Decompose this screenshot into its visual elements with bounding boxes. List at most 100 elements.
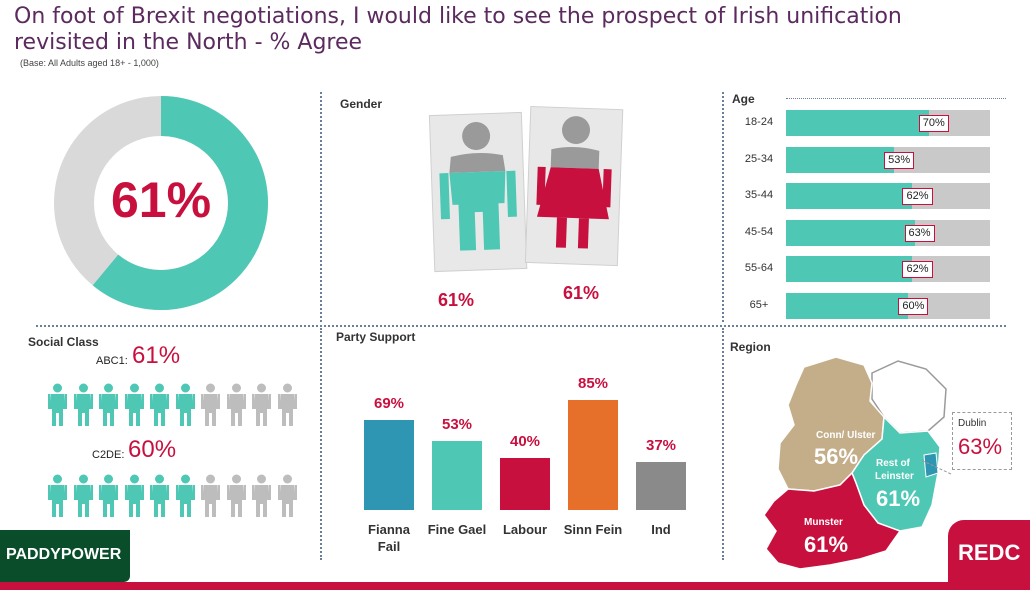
abc1-value: 61% [132, 342, 181, 369]
munster-label: Munster [804, 517, 843, 528]
age-top-line [786, 98, 1006, 99]
c2de-person-icon-6 [201, 474, 220, 518]
c2de-label: C2DE: [92, 449, 125, 461]
divider-v3 [722, 92, 724, 322]
donut-agree-arc [92, 96, 268, 310]
c2de-person-icon-3 [124, 474, 144, 518]
male-figure-icon [439, 122, 517, 251]
party-value-2: 40% [509, 433, 541, 450]
party-bar-2 [500, 458, 550, 510]
gender-female-value: 61% [563, 283, 600, 303]
age-label-5: 65+ [749, 299, 769, 311]
overall-value: 61% [110, 172, 212, 228]
divider-v2 [320, 328, 322, 560]
female-card [524, 105, 624, 267]
party-title: Party Support [336, 330, 416, 344]
paddypower-logo: PADDYPOWER [0, 530, 130, 582]
divider-v4 [722, 328, 724, 560]
abc1-person-icon-9 [277, 383, 297, 427]
abc1-person-icon-1 [73, 383, 93, 427]
c2de-person-icon-8 [252, 474, 271, 518]
social-title: Social Class [28, 335, 99, 349]
leinster-value: 61% [876, 486, 921, 511]
munster-value: 61% [804, 532, 849, 557]
age-bar-3 [786, 219, 915, 246]
conn-ulster-value: 56% [814, 444, 859, 469]
age-label-0: 18-24 [744, 116, 774, 128]
c2de-value: 60% [128, 436, 177, 463]
redc-logo: REDC [948, 520, 1030, 584]
party-bar-1 [432, 441, 482, 510]
paddypower-wordmark: PADDYPOWER [6, 546, 122, 563]
conn-ulster-label: Conn/ Ulster [816, 430, 876, 441]
c2de-person-icon-2 [99, 474, 118, 518]
c2de-person-icon-4 [150, 474, 169, 518]
party-label-1: Fine Gael [427, 522, 487, 537]
party-label-4: Ind [651, 522, 671, 537]
age-value-5: 60% [898, 298, 929, 315]
age-bar-4 [786, 256, 913, 283]
age-bar-1 [786, 146, 895, 173]
age-value-3: 63% [904, 224, 935, 242]
age-bar-track-2: 62% [786, 183, 990, 210]
age-bar-track-1: 53% [786, 146, 990, 173]
abc1-person-icon-5 [175, 383, 195, 427]
c2de-person-icon-5 [175, 474, 195, 518]
party-bar-0 [364, 420, 414, 510]
divider-v1 [320, 92, 322, 322]
ireland-map [763, 356, 947, 570]
female-figure-icon [536, 116, 612, 249]
male-card [428, 111, 528, 273]
dublin-value: 63% [958, 434, 1003, 459]
age-label-3: 45-54 [744, 225, 774, 238]
age-label-1: 25-34 [744, 152, 774, 165]
age-bar-track-0: 70% [786, 110, 990, 136]
page-title: On foot of Brexit negotiations, I would … [14, 4, 902, 55]
party-bar-3 [568, 399, 618, 510]
age-title: Age [732, 92, 755, 106]
abc1-person-icon-3 [124, 383, 144, 427]
party-value-3: 85% [577, 374, 609, 392]
dublin-region [923, 452, 939, 478]
c2de-person-icon-7 [226, 474, 246, 518]
age-bar-2 [786, 183, 913, 210]
age-label-2: 35-44 [744, 189, 774, 202]
age-bar-0 [786, 110, 929, 136]
party-bar-4 [636, 461, 686, 510]
munster-region [763, 471, 902, 570]
age-bar-track-5: 60% [786, 293, 990, 319]
party-value-1: 53% [441, 416, 473, 434]
c2de-person-icon-1 [73, 474, 93, 518]
abc1-person-icon-0 [48, 383, 67, 427]
age-bar-track-3: 63% [786, 219, 990, 246]
bottom-band [0, 582, 1030, 590]
redc-wordmark: REDC [958, 540, 1021, 565]
party-value-4: 37% [645, 436, 677, 454]
base-note: (Base: All Adults aged 18+ - 1,000) [20, 58, 159, 68]
abc1-person-icon-4 [150, 383, 169, 427]
age-bar-track-4: 62% [786, 256, 990, 283]
leinster-label-2: Leinster [875, 471, 914, 482]
age-value-1: 53% [884, 151, 915, 169]
divider-h [36, 325, 1006, 327]
region-title: Region [730, 340, 771, 354]
age-bar-5 [786, 293, 909, 319]
overall-donut [54, 96, 268, 310]
age-label-4: 55-64 [744, 262, 774, 275]
age-value-0: 70% [918, 115, 949, 132]
c2de-person-icon-0 [48, 474, 67, 518]
abc1-person-icon-6 [201, 383, 220, 427]
abc1-label: ABC1: [96, 355, 128, 367]
party-value-0: 69% [373, 395, 405, 413]
leinster-label-1: Rest of [876, 458, 910, 469]
party-label-3: Sinn Fein [563, 522, 623, 537]
abc1-person-icon-8 [252, 383, 271, 427]
gender-male-value: 61% [438, 290, 475, 310]
age-value-4: 62% [902, 261, 933, 279]
age-value-2: 62% [902, 188, 933, 206]
dublin-callout [952, 412, 1012, 470]
gender-figures [428, 105, 624, 273]
c2de-person-icon-9 [277, 474, 297, 518]
abc1-person-icon-2 [99, 383, 118, 427]
gender-title: Gender [340, 97, 383, 111]
